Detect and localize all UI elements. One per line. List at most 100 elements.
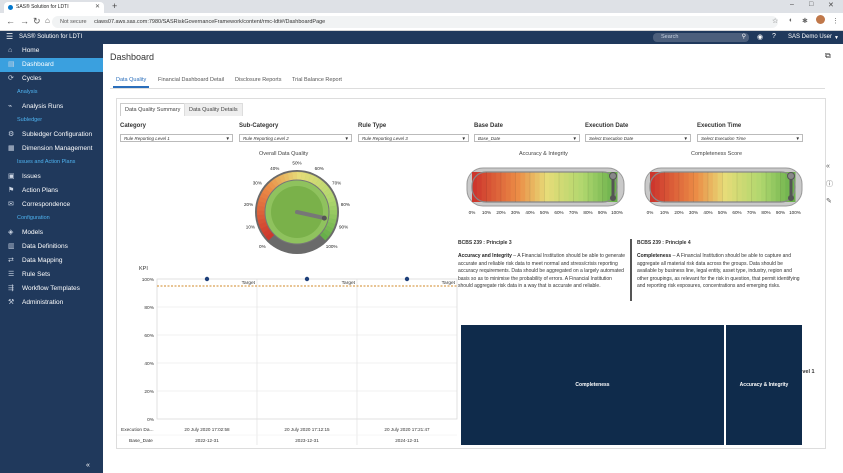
kpi-y-tick: 20% <box>144 389 154 395</box>
kpi-target-label: Target <box>342 280 356 286</box>
gauge-band <box>472 172 478 202</box>
close-tab-icon[interactable]: ✕ <box>94 4 100 10</box>
gauge-band <box>563 172 570 202</box>
tab-financial-dashboard-detail[interactable]: Financial Dashboard Detail <box>158 77 225 83</box>
accuracy-title: Accuracy & Integrity <box>519 151 568 157</box>
sidebar-item-models[interactable]: ◈ Models <box>0 226 103 240</box>
new-tab-icon[interactable]: + <box>112 1 118 11</box>
base-date-dropdown[interactable]: Base_Date ▼ <box>474 134 580 142</box>
gauge-tick-label: 50% <box>718 210 727 215</box>
gauge-band <box>476 172 483 202</box>
sidebar: ⌂ Home ▤ Dashboard ⟳ Cycles Analysis ⌁ Analy… <box>0 44 103 473</box>
back-icon[interactable]: ← <box>6 16 15 26</box>
sidebar-header-analysis: Analysis <box>17 89 38 95</box>
export-icon[interactable]: ⧉ <box>825 51 831 60</box>
sidebar-item-issues[interactable]: ▣ Issues <box>0 170 103 184</box>
home-browser-icon[interactable]: ⌂ <box>45 16 50 25</box>
gauge-band <box>612 172 618 202</box>
not-secure-label: Not secure <box>60 19 87 25</box>
gauge-band <box>780 172 786 202</box>
kpi-y-tick: 40% <box>144 361 154 367</box>
subtab-data-quality-summary[interactable]: Data Quality Summary <box>120 103 186 116</box>
browser-tab[interactable]: SAS® Solution for LDTI ✕ <box>4 2 104 13</box>
sub-category-dropdown[interactable]: Rule Reporting Level 2 ▼ <box>239 134 352 142</box>
home-icon: ⌂ <box>8 47 13 54</box>
issues-icon: ▣ <box>8 173 15 180</box>
user-menu[interactable]: SAS Demo User <box>788 34 833 40</box>
star-icon[interactable]: ☆ <box>772 18 779 25</box>
rule-type-dropdown[interactable]: Rule Reporting Level 3 ▼ <box>358 134 469 142</box>
sidebar-item-dimension-management[interactable]: ▦ Dimension Management <box>0 142 103 156</box>
gauge-band <box>746 172 752 202</box>
search-placeholder: Search <box>661 34 679 40</box>
forward-icon[interactable]: → <box>20 16 29 26</box>
maximize-icon[interactable]: □ <box>809 1 814 8</box>
gauge-band <box>766 172 772 202</box>
search-icon[interactable]: ⚲ <box>741 34 746 40</box>
reload-icon[interactable]: ↻ <box>33 16 41 26</box>
chevron-down-icon: ▼ <box>461 136 466 141</box>
comment-icon[interactable]: ✎ <box>826 198 832 205</box>
help-icon[interactable]: ? <box>772 33 776 40</box>
hamburger-menu-icon[interactable]: ☰ <box>6 32 14 41</box>
sidebar-item-dashboard[interactable]: ▤ Dashboard <box>0 58 103 72</box>
browser-tab-title: SAS® Solution for LDTI <box>16 4 69 10</box>
dial-tick-label: 80% <box>341 202 350 207</box>
sidebar-item-workflow-templates[interactable]: ⇶ Workflow Templates <box>0 282 103 296</box>
sidebar-item-data-mapping[interactable]: ⇄ Data Mapping <box>0 254 103 268</box>
browser-menu-icon[interactable]: ⋮ <box>832 18 839 25</box>
sidebar-item-analysis-runs[interactable]: ⌁ Analysis Runs <box>0 100 103 114</box>
gauge-band <box>756 172 762 202</box>
sidebar-item-administration[interactable]: ⚒ Administration <box>0 296 103 310</box>
treemap-cell-label: Completeness <box>575 382 610 388</box>
execution-date-dropdown[interactable]: Select Execution Date ▼ <box>585 134 691 142</box>
principle-clip <box>458 303 804 308</box>
sidebar-item-data-definitions[interactable]: ▥ Data Definitions <box>0 240 103 254</box>
execution-time-dropdown[interactable]: Select Execution Time ▼ <box>697 134 803 142</box>
completeness-gauge: 0% 10% 20% 30% 40% 50% 60% 70% 80% 90% 100% <box>644 167 803 215</box>
info-icon[interactable]: ⓘ <box>826 181 833 188</box>
gauge-band <box>505 172 512 202</box>
treemap-cell-accuracy-integrity[interactable]: Accuracy & Integrity <box>726 325 802 445</box>
browser-profile-avatar[interactable] <box>816 15 825 24</box>
kpi-execution-date: 20 July 2020 17:12:15 <box>284 427 330 432</box>
gauge-outline <box>649 171 796 203</box>
gauge-tick-label: 10% <box>660 210 669 215</box>
url-field[interactable]: Not secure ciaws07.aws.sas.com:7980/SASR… <box>52 16 778 28</box>
gauge-band <box>698 172 704 202</box>
sidebar-item-cycles[interactable]: ⟳ Cycles <box>0 72 103 86</box>
close-window-icon[interactable]: ✕ <box>828 2 834 9</box>
gauge-band <box>669 172 675 202</box>
gauge-band <box>727 172 733 202</box>
category-dropdown[interactable]: Rule Reporting Level 1 ▼ <box>120 134 233 142</box>
collapse-panel-icon[interactable]: « <box>826 163 830 170</box>
gauge-band <box>785 172 791 202</box>
subtab-data-quality-details[interactable]: Data Quality Details <box>184 103 243 116</box>
sidebar-item-home[interactable]: ⌂ Home <box>0 44 103 58</box>
gauge-tick-label: 90% <box>598 210 607 215</box>
tab-data-quality[interactable]: Data Quality <box>112 77 150 88</box>
sidebar-item-rule-sets[interactable]: ☰ Rule Sets <box>0 268 103 282</box>
completeness-title: Completeness Score <box>691 151 743 157</box>
tab-trial-balance-report[interactable]: Trial Balance Report <box>292 77 342 83</box>
collapse-sidebar-icon[interactable]: « <box>86 462 90 469</box>
dial-band-segment <box>292 171 298 181</box>
sidebar-item-action-plans[interactable]: ⚑ Action Plans <box>0 184 103 198</box>
kpi-plot-area <box>156 278 458 420</box>
tab-divider <box>110 88 825 89</box>
sidebar-item-label: Data Mapping <box>22 257 63 264</box>
gauge-band <box>664 172 670 202</box>
user-chevron-icon[interactable]: ▼ <box>834 35 839 41</box>
gauge-band <box>659 172 665 202</box>
search-input[interactable]: Search ⚲ <box>653 33 749 42</box>
gauge-band <box>674 172 680 202</box>
minimize-icon[interactable]: – <box>790 1 794 8</box>
treemap-cell-completeness[interactable]: Completeness <box>461 325 724 445</box>
dial-tick-label: 20% <box>244 202 253 207</box>
puzzle-icon[interactable]: ✱ <box>802 18 808 25</box>
tab-disclosure-reports[interactable]: Disclosure Reports <box>235 77 282 83</box>
sidebar-item-subledger-configuration[interactable]: ⚙ Subledger Configuration <box>0 128 103 142</box>
notifications-icon[interactable]: ◉ <box>757 34 764 41</box>
sidebar-item-correspondence[interactable]: ✉ Correspondence <box>0 198 103 212</box>
extension-icon[interactable]: ◐ <box>789 17 794 24</box>
